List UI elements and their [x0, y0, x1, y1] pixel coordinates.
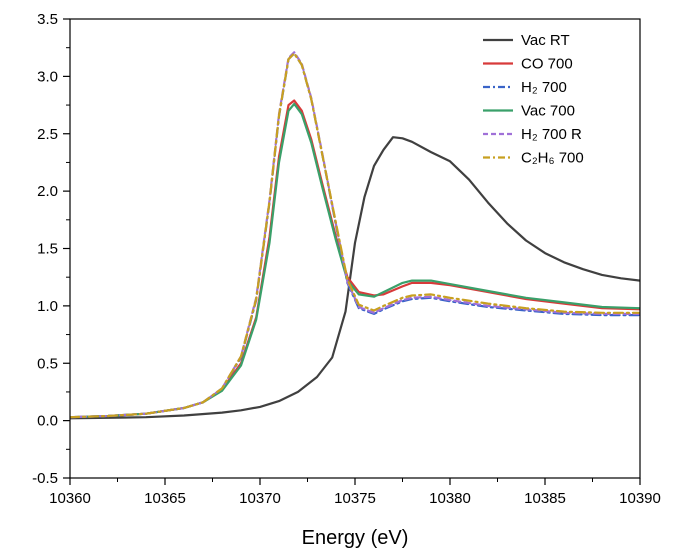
x-axis-title: Energy (eV) — [302, 527, 409, 549]
legend: Vac RT CO 700 H₂ 700 Vac 700 H₂ 700 R C₂H₆ 70… — [483, 32, 584, 167]
y-tick-label: 3.0 — [37, 68, 58, 85]
legend-label-5: H₂ 700 R — [521, 126, 582, 143]
y-tick-label: -0.5 — [32, 470, 58, 487]
legend-label-3: H₂ 700 — [521, 79, 567, 96]
legend-label-4: Vac 700 — [521, 103, 575, 120]
x-tick-label: 10385 — [524, 490, 566, 507]
x-tick-label: 10365 — [144, 490, 186, 507]
series-line-1 — [70, 136, 640, 420]
series-line-6 — [70, 52, 640, 419]
legend-label-6: C₂H₆ 700 — [521, 150, 584, 167]
y-tick-label: 3.5 — [37, 11, 58, 28]
legend-label-1: Vac RT — [521, 32, 570, 49]
ticks-layer: 10360 10365 10370 10375 10380 10385 10390 -0.5 0… — [32, 11, 661, 507]
series-line-4 — [70, 102, 640, 419]
series-layer — [70, 51, 640, 420]
y-tick-label: 1.5 — [37, 241, 58, 258]
x-tick-label: 10370 — [239, 490, 281, 507]
y-tick-label: 2.0 — [37, 183, 58, 200]
x-tick-label: 10390 — [619, 490, 661, 507]
y-tick-label: 1.0 — [37, 298, 58, 315]
x-tick-label: 10375 — [334, 490, 376, 507]
y-tick-label: 0.5 — [37, 355, 58, 372]
legend-label-2: CO 700 — [521, 56, 573, 73]
y-tick-label: 0.0 — [37, 413, 58, 430]
x-tick-label: 10360 — [49, 490, 91, 507]
x-tick-label: 10380 — [429, 490, 471, 507]
y-tick-label: 2.5 — [37, 126, 58, 143]
